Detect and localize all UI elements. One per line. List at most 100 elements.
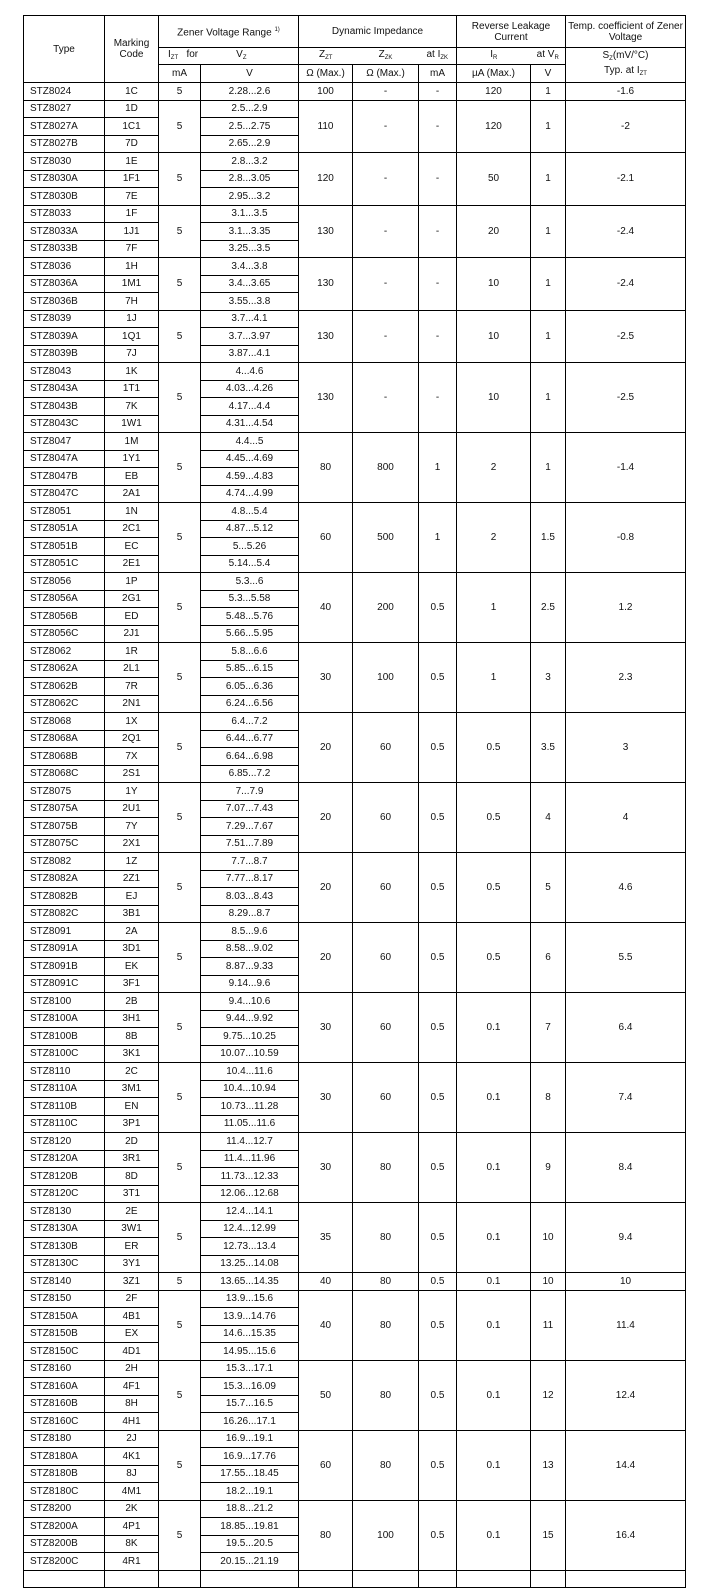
- vz-range-cell: 5.48...5.76: [200, 607, 299, 626]
- table-row: STZ8200 2K 5 18.8...21.2 80 100 0.5 0.1 15 16.4: [23, 1499, 686, 1571]
- zzt-cell: 20: [298, 922, 353, 993]
- vz-range-cell: 7.07...7.43: [200, 799, 299, 818]
- ir-cell: 10: [456, 257, 531, 311]
- table-row: STZ8140 3Z1 5 13.65...14.35 40 80 0.5 0.1 10 10: [23, 1272, 686, 1291]
- izk-cell: 1: [418, 502, 457, 573]
- table-row: STZ8110C 3P1 11.05...11.6: [23, 1114, 686, 1133]
- vr-cell: 6: [530, 922, 566, 993]
- vz-range-cell: 9.14...9.6: [200, 974, 299, 993]
- zzt-cell: 110: [298, 99, 353, 153]
- vz-range-cell: 19.5...20.5: [200, 1534, 299, 1553]
- marking-code-cell: 1W1: [104, 414, 159, 433]
- ir-cell: 0.5: [456, 852, 531, 923]
- vz-range-cell: 3.4...3.65: [200, 274, 299, 293]
- type-cell: STZ8075C: [23, 834, 105, 853]
- vr-cell: 1: [530, 432, 566, 503]
- zzt-cell: 130: [298, 309, 353, 363]
- unit-vr: V: [530, 64, 566, 83]
- vz-range-cell: 6.24...6.56: [200, 694, 299, 713]
- marking-code-cell: 2K: [104, 1499, 159, 1518]
- ir-cell: 20: [456, 204, 531, 258]
- marking-code-cell: 4B1: [104, 1307, 159, 1326]
- izt-cell: 5: [158, 1289, 201, 1361]
- table-row: STZ8036B 7H 3.55...3.8: [23, 292, 686, 311]
- table-row: STZ8027A 1C1 2.5...2.75: [23, 117, 686, 136]
- ir-cell: 0.1: [456, 1202, 531, 1273]
- vz-range-cell: 8.87...9.33: [200, 957, 299, 976]
- marking-code-cell: 3D1: [104, 939, 159, 958]
- table-row: STZ8027 1D 5 2.5...2.9 110- -120 1 -2: [23, 99, 686, 153]
- type-cell: STZ8047C: [23, 484, 105, 503]
- marking-code-cell: 1N: [104, 502, 159, 521]
- izt-cell: 5: [158, 432, 201, 503]
- marking-code-cell: 7J: [104, 344, 159, 363]
- vz-range-cell: 5...5.26: [200, 537, 299, 556]
- marking-code-cell: 2L1: [104, 659, 159, 678]
- vz-range-cell: 6.64...6.98: [200, 747, 299, 766]
- vz-range-cell: 10.4...11.6: [200, 1062, 299, 1081]
- unit-zzt: Ω (Max.): [298, 64, 353, 83]
- marking-code-cell: 8D: [104, 1167, 159, 1186]
- type-cell: STZ8043C: [23, 414, 105, 433]
- type-cell: STZ8075B: [23, 817, 105, 836]
- type-cell: STZ8036: [23, 257, 105, 276]
- temp-coefficient-cell: -1.4: [565, 432, 686, 503]
- temp-coefficient-cell: -2.4: [565, 204, 686, 258]
- marking-code-cell: 8J: [104, 1464, 159, 1483]
- table-row: STZ8030 1E 5 2.8...3.2 120- -50 1 -2.1: [23, 152, 686, 206]
- type-cell: STZ8062C: [23, 694, 105, 713]
- vr-cell: 1: [530, 309, 566, 363]
- type-cell: STZ8082C: [23, 904, 105, 923]
- type-cell: STZ8033: [23, 204, 105, 223]
- vz-range-cell: 7.77...8.17: [200, 869, 299, 888]
- marking-code-cell: 3M1: [104, 1079, 159, 1098]
- temp-coefficient-cell: 3: [565, 712, 686, 783]
- type-cell: STZ8160B: [23, 1394, 105, 1413]
- header-zzk: ZZK: [352, 47, 419, 65]
- izk-cell: -: [418, 204, 457, 258]
- zzk-cell: -: [352, 204, 419, 258]
- ir-cell: 0.1: [456, 1272, 531, 1291]
- izt-cell: 5: [158, 782, 201, 853]
- type-cell: STZ8130A: [23, 1219, 105, 1238]
- unit-ir: µA (Max.): [456, 64, 531, 83]
- zzk-cell: 60: [352, 992, 419, 1063]
- type-cell: STZ8120C: [23, 1184, 105, 1203]
- vr-cell: 11: [530, 1289, 566, 1361]
- header-ir: IR: [456, 47, 531, 65]
- temp-coefficient-cell: 1.2: [565, 572, 686, 643]
- vz-range-cell: 10.4...10.94: [200, 1079, 299, 1098]
- vz-range-cell: 12.4...12.99: [200, 1219, 299, 1238]
- marking-code-cell: EC: [104, 537, 159, 556]
- izk-cell: 0.5: [418, 852, 457, 923]
- marking-code-cell: 1M1: [104, 274, 159, 293]
- marking-code-cell: 3F1: [104, 974, 159, 993]
- izt-cell: 5: [158, 257, 201, 311]
- type-cell: STZ8039: [23, 309, 105, 328]
- vz-range-cell: 2.8...3.2: [200, 152, 299, 171]
- table-row: STZ8160 2H 5 15.3...17.1 50 80 0.5 0.1 12 12.4: [23, 1359, 686, 1431]
- empty-cell: [530, 1569, 566, 1588]
- temp-coefficient-cell: 2.3: [565, 642, 686, 713]
- table-row: STZ8047A 1Y1 4.45...4.69: [23, 449, 686, 468]
- zzt-cell: 80: [298, 1499, 353, 1571]
- vz-range-cell: 3.7...3.97: [200, 327, 299, 346]
- header-type: Type: [23, 15, 105, 83]
- type-cell: STZ8160A: [23, 1377, 105, 1396]
- unit-vz: V: [200, 64, 299, 83]
- vz-range-cell: 5.14...5.4: [200, 554, 299, 573]
- marking-code-cell: 2J: [104, 1429, 159, 1448]
- ir-cell: 2: [456, 502, 531, 573]
- vr-cell: 5: [530, 852, 566, 923]
- marking-code-cell: 7R: [104, 677, 159, 696]
- marking-code-cell: 4M1: [104, 1482, 159, 1501]
- vz-range-cell: 5.3...6: [200, 572, 299, 591]
- type-cell: STZ8039B: [23, 344, 105, 363]
- marking-code-cell: 4R1: [104, 1552, 159, 1571]
- marking-code-cell: 3B1: [104, 904, 159, 923]
- vz-range-cell: 18.2...19.1: [200, 1482, 299, 1501]
- type-cell: STZ8056B: [23, 607, 105, 626]
- vz-range-cell: 15.3...16.09: [200, 1377, 299, 1396]
- empty-cell: [456, 1569, 531, 1588]
- vz-range-cell: 6.44...6.77: [200, 729, 299, 748]
